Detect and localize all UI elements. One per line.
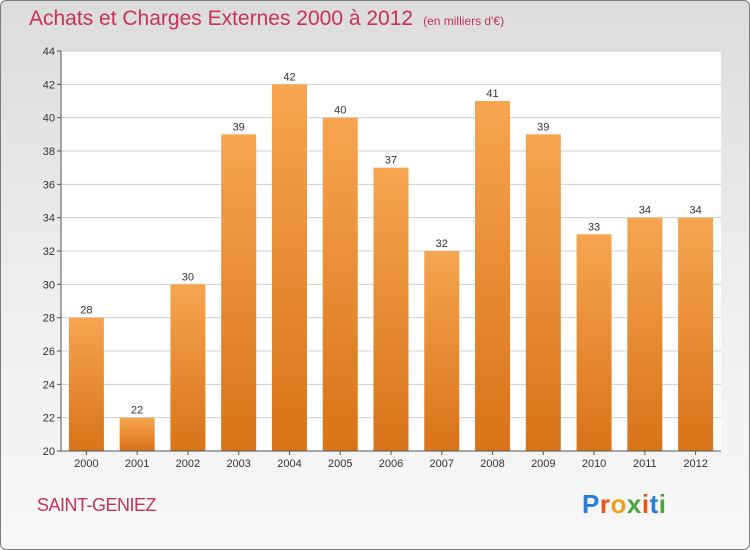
bar-2003	[221, 134, 257, 452]
bar-2004	[271, 84, 307, 451]
y-tick-label: 20	[43, 446, 55, 458]
data-label-2011: 34	[639, 205, 651, 217]
y-tick-label: 26	[43, 346, 55, 358]
commune-name: SAINT-GENIEZ	[37, 495, 157, 515]
x-tick-label-2003: 2003	[226, 458, 250, 470]
bar-2002	[170, 284, 206, 451]
chart-title: Achats et Charges Externes 2000 à 2012 (e…	[29, 7, 504, 31]
bar-2008	[475, 101, 511, 451]
y-tick-label: 32	[43, 246, 55, 258]
y-tick-label: 28	[43, 313, 55, 325]
logo-letter: P	[582, 489, 600, 519]
data-label-2000: 28	[80, 305, 92, 317]
data-label-2007: 32	[436, 238, 448, 250]
x-tick-label-2000: 2000	[74, 458, 98, 470]
logo-letter: i	[658, 489, 667, 519]
y-tick-label: 22	[43, 413, 55, 425]
data-label-2006: 37	[385, 155, 397, 167]
data-label-2010: 33	[588, 221, 600, 233]
data-label-2003: 39	[233, 121, 245, 133]
y-tick-label: 30	[43, 279, 55, 291]
x-tick-label-2007: 2007	[430, 458, 454, 470]
x-tick-label-2006: 2006	[379, 458, 403, 470]
data-label-2004: 42	[283, 71, 295, 83]
logo-letter: i	[641, 489, 650, 519]
bar-2010	[576, 234, 612, 451]
x-tick-label-2012: 2012	[683, 458, 707, 470]
y-tick-label: 40	[43, 113, 55, 125]
bar-2001	[119, 417, 155, 451]
x-tick-label-2009: 2009	[531, 458, 555, 470]
y-tick-label: 38	[43, 146, 55, 158]
bar-2000	[68, 317, 104, 451]
data-label-2002: 30	[182, 271, 194, 283]
data-label-2012: 34	[689, 205, 701, 217]
bar-2006	[373, 167, 409, 451]
logo-letter: x	[626, 489, 642, 519]
y-tick-label: 24	[43, 379, 55, 391]
x-tick-label-2005: 2005	[328, 458, 352, 470]
proxiti-logo: Proxiti	[582, 489, 666, 520]
bar-2009	[525, 134, 561, 452]
chart-title-text: Achats et Charges Externes 2000 à 2012	[29, 7, 414, 30]
data-label-2001: 22	[131, 405, 143, 417]
bar-2012	[678, 217, 714, 451]
y-tick-label: 36	[43, 179, 55, 191]
x-tick-label-2002: 2002	[176, 458, 200, 470]
x-tick-label-2001: 2001	[125, 458, 149, 470]
y-tick-label: 42	[43, 79, 55, 91]
y-tick-label: 34	[43, 213, 55, 225]
x-tick-label-2008: 2008	[480, 458, 504, 470]
x-tick-label-2010: 2010	[582, 458, 606, 470]
data-label-2005: 40	[334, 105, 346, 117]
bar-2011	[627, 217, 663, 451]
bar-2007	[424, 251, 460, 451]
x-tick-label-2004: 2004	[277, 458, 301, 470]
x-tick-label-2011: 2011	[633, 458, 657, 470]
y-tick-label: 44	[43, 46, 55, 58]
logo-letter: t	[649, 489, 659, 519]
chart-unit: (en milliers d'€)	[423, 14, 505, 28]
bar-2005	[322, 117, 358, 452]
logo-letter: o	[610, 489, 627, 519]
logo-letter: r	[599, 489, 611, 519]
data-label-2008: 41	[486, 88, 498, 100]
data-label-2009: 39	[537, 121, 549, 133]
